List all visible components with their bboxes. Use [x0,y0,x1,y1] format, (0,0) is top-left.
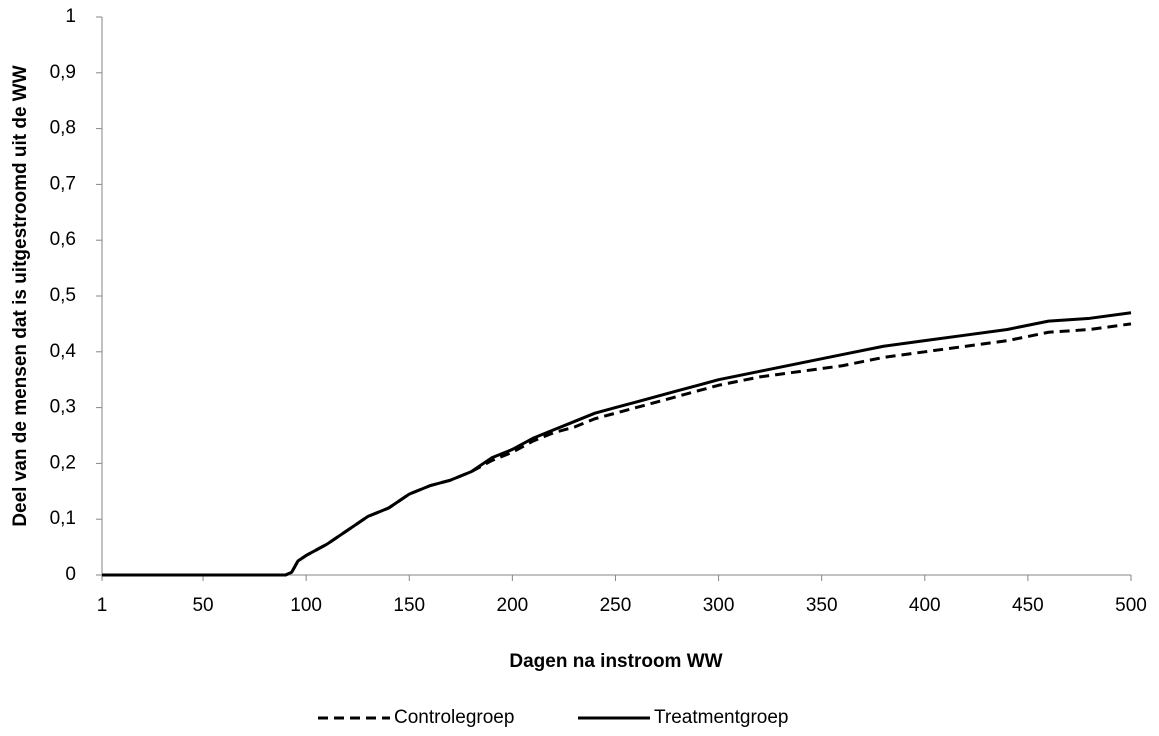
x-tick-label: 1 [97,595,108,616]
x-tick-label: 350 [806,595,838,616]
y-tick-label: 0,4 [50,341,77,362]
x-tick-label: 400 [909,595,941,616]
y-tick-label: 0,6 [50,229,76,250]
series-line [102,311,1132,577]
x-tick-label: 250 [600,595,632,616]
y-tick-label: 1 [65,6,76,27]
x-tick-label: 50 [192,595,213,616]
x-tick-label: 300 [703,595,735,616]
y-axis-title: Deel van de mensen dat is uitgestroomd u… [10,65,31,526]
x-tick-label: 150 [393,595,425,616]
y-tick-label: 0,3 [50,397,76,418]
x-tick-label: 450 [1012,595,1044,616]
x-axis-title: Dagen na instroom WW [509,651,722,672]
legend-label: Treatmentgroep [654,707,788,728]
x-tick-label: 200 [497,595,529,616]
series-line [102,322,1132,577]
y-tick-label: 0,5 [50,285,76,306]
x-tick-label: 500 [1115,595,1147,616]
y-tick-label: 0,7 [50,173,76,194]
y-tick-label: 0,8 [50,118,76,139]
y-tick-label: 0,1 [50,508,76,529]
y-tick-label: 0,9 [50,62,76,83]
x-tick-label: 100 [290,595,322,616]
y-tick-label: 0,2 [50,452,76,473]
legend-label: Controlegroep [394,707,514,728]
y-tick-label: 0 [65,564,76,585]
